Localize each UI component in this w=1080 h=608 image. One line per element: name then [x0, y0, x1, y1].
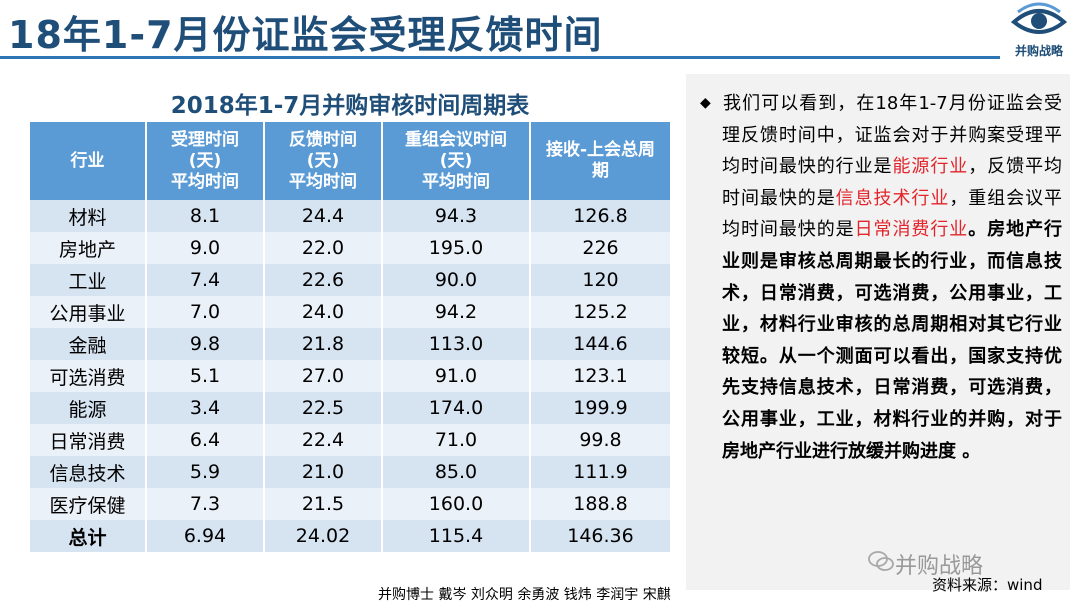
highlight-text: 日常消费行业: [854, 219, 969, 241]
table-row: 医疗保健 7.3 21.5 160.0 188.8: [30, 488, 670, 520]
header-restructuring-meeting-time: 重组会议时间 (天) 平均时间: [382, 122, 531, 200]
total-value-cell: 24.02: [264, 520, 383, 552]
industry-cell: 公用事业: [30, 296, 147, 328]
value-cell: 160.0: [382, 488, 531, 520]
eye-icon: [1010, 2, 1068, 34]
brand-logo: 并购战略: [1000, 2, 1078, 68]
table-row: 日常消费 6.4 22.4 71.0 99.8: [30, 424, 670, 456]
value-cell: 188.8: [530, 488, 670, 520]
commentary-segment: ，重组会议平均时间最快的是: [722, 187, 1063, 241]
value-cell: 22.5: [264, 392, 383, 424]
value-cell: 144.6: [530, 328, 670, 360]
industry-cell: 信息技术: [30, 456, 147, 488]
total-value-cell: 146.36: [530, 520, 670, 552]
value-cell: 21.8: [264, 328, 383, 360]
commentary-segment: 。房地产行业则是审核总周期最长的行业，而信息技术，日常消费，可选消费，公用事业，…: [722, 219, 1063, 462]
industry-cell: 工业: [30, 264, 147, 296]
value-cell: 6.4: [146, 424, 265, 456]
total-value-cell: 6.94: [146, 520, 265, 552]
value-cell: 22.4: [264, 424, 383, 456]
industry-cell: 日常消费: [30, 424, 147, 456]
value-cell: 125.2: [530, 296, 670, 328]
value-cell: 8.1: [146, 200, 265, 232]
value-cell: 94.3: [382, 200, 531, 232]
value-cell: 91.0: [382, 360, 531, 392]
review-cycle-table: 行业 受理时间 (天) 平均时间 反馈时间 (天) 平均时间 重组会议时间 (天) 平均时间…: [30, 122, 670, 552]
value-cell: 111.9: [530, 456, 670, 488]
value-cell: 123.1: [530, 360, 670, 392]
value-cell: 21.0: [264, 456, 383, 488]
table-total-row: 总计 6.94 24.02 115.4 146.36: [30, 520, 670, 552]
value-cell: 22.6: [264, 264, 383, 296]
value-cell: 9.8: [146, 328, 265, 360]
wechat-icon: [868, 551, 894, 571]
value-cell: 195.0: [382, 232, 531, 264]
watermark-text: 并购战略: [895, 554, 984, 579]
value-cell: 94.2: [382, 296, 531, 328]
title-divider: [0, 56, 1000, 59]
value-cell: 199.9: [530, 392, 670, 424]
authors-credit: 并购博士 戴岑 刘众明 余勇波 钱炜 李润宇 宋麒: [378, 587, 671, 603]
industry-cell: 金融: [30, 328, 147, 360]
commentary-box: ◆ 我们可以看到，在18年1-7月份证监会受理反馈时间中，证监会对于并购案受理平均…: [686, 74, 1070, 590]
value-cell: 85.0: [382, 456, 531, 488]
industry-cell: 房地产: [30, 232, 147, 264]
value-cell: 5.9: [146, 456, 265, 488]
table-row: 金融 9.8 21.8 113.0 144.6: [30, 328, 670, 360]
value-cell: 22.0: [264, 232, 383, 264]
highlight-text: 能源行业: [892, 156, 969, 178]
commentary-segment: ，反馈平均时间最快的是: [722, 156, 1063, 209]
industry-cell: 能源: [30, 392, 147, 424]
value-cell: 113.0: [382, 328, 531, 360]
table-row: 信息技术 5.9 21.0 85.0 111.9: [30, 456, 670, 488]
value-cell: 7.4: [146, 264, 265, 296]
header-acceptance-time: 受理时间 (天) 平均时间: [146, 122, 265, 200]
value-cell: 24.4: [264, 200, 383, 232]
value-cell: 7.0: [146, 296, 265, 328]
industry-cell: 材料: [30, 200, 147, 232]
commentary-text: ◆ 我们可以看到，在18年1-7月份证监会受理反馈时间中，证监会对于并购案受理平均…: [700, 88, 1062, 467]
slide-title: 18年1-7月份证监会受理反馈时间: [8, 13, 603, 57]
value-cell: 27.0: [264, 360, 383, 392]
commentary-segment: 我们可以看到，在18年1-7月份证监会受理反馈时间中，证监会对于并购案受理平均时…: [722, 93, 1062, 178]
value-cell: 9.0: [146, 232, 265, 264]
value-cell: 226: [530, 232, 670, 264]
value-cell: 71.0: [382, 424, 531, 456]
table-row: 公用事业 7.0 24.0 94.2 125.2: [30, 296, 670, 328]
value-cell: 7.3: [146, 488, 265, 520]
value-cell: 5.1: [146, 360, 265, 392]
total-label-cell: 总计: [30, 520, 147, 552]
industry-cell: 可选消费: [30, 360, 147, 392]
header-total-cycle: 接收-上会总周期: [530, 122, 670, 200]
table-row: 能源 3.4 22.5 174.0 199.9: [30, 392, 670, 424]
value-cell: 3.4: [146, 392, 265, 424]
table-row: 工业 7.4 22.6 90.0 120: [30, 264, 670, 296]
header-industry: 行业: [30, 122, 147, 200]
value-cell: 99.8: [530, 424, 670, 456]
value-cell: 90.0: [382, 264, 531, 296]
industry-cell: 医疗保健: [30, 488, 147, 520]
header-feedback-time: 反馈时间 (天) 平均时间: [264, 122, 383, 200]
value-cell: 21.5: [264, 488, 383, 520]
table-row: 材料 8.1 24.4 94.3 126.8: [30, 200, 670, 232]
highlight-text: 信息技术行业: [835, 187, 950, 209]
table-row: 房地产 9.0 22.0 195.0 226: [30, 232, 670, 264]
value-cell: 24.0: [264, 296, 383, 328]
value-cell: 126.8: [530, 200, 670, 232]
value-cell: 174.0: [382, 392, 531, 424]
value-cell: 120: [530, 264, 670, 296]
bullet-diamond-icon: ◆: [700, 95, 711, 111]
data-source: 资料来源：wind: [932, 576, 1043, 594]
table-header-row: 行业 受理时间 (天) 平均时间 反馈时间 (天) 平均时间 重组会议时间 (天) 平均时间…: [30, 122, 670, 200]
logo-text: 并购战略: [1014, 44, 1063, 58]
table-title: 2018年1-7月并购审核时间周期表: [170, 93, 530, 119]
table-row: 可选消费 5.1 27.0 91.0 123.1: [30, 360, 670, 392]
total-value-cell: 115.4: [382, 520, 531, 552]
